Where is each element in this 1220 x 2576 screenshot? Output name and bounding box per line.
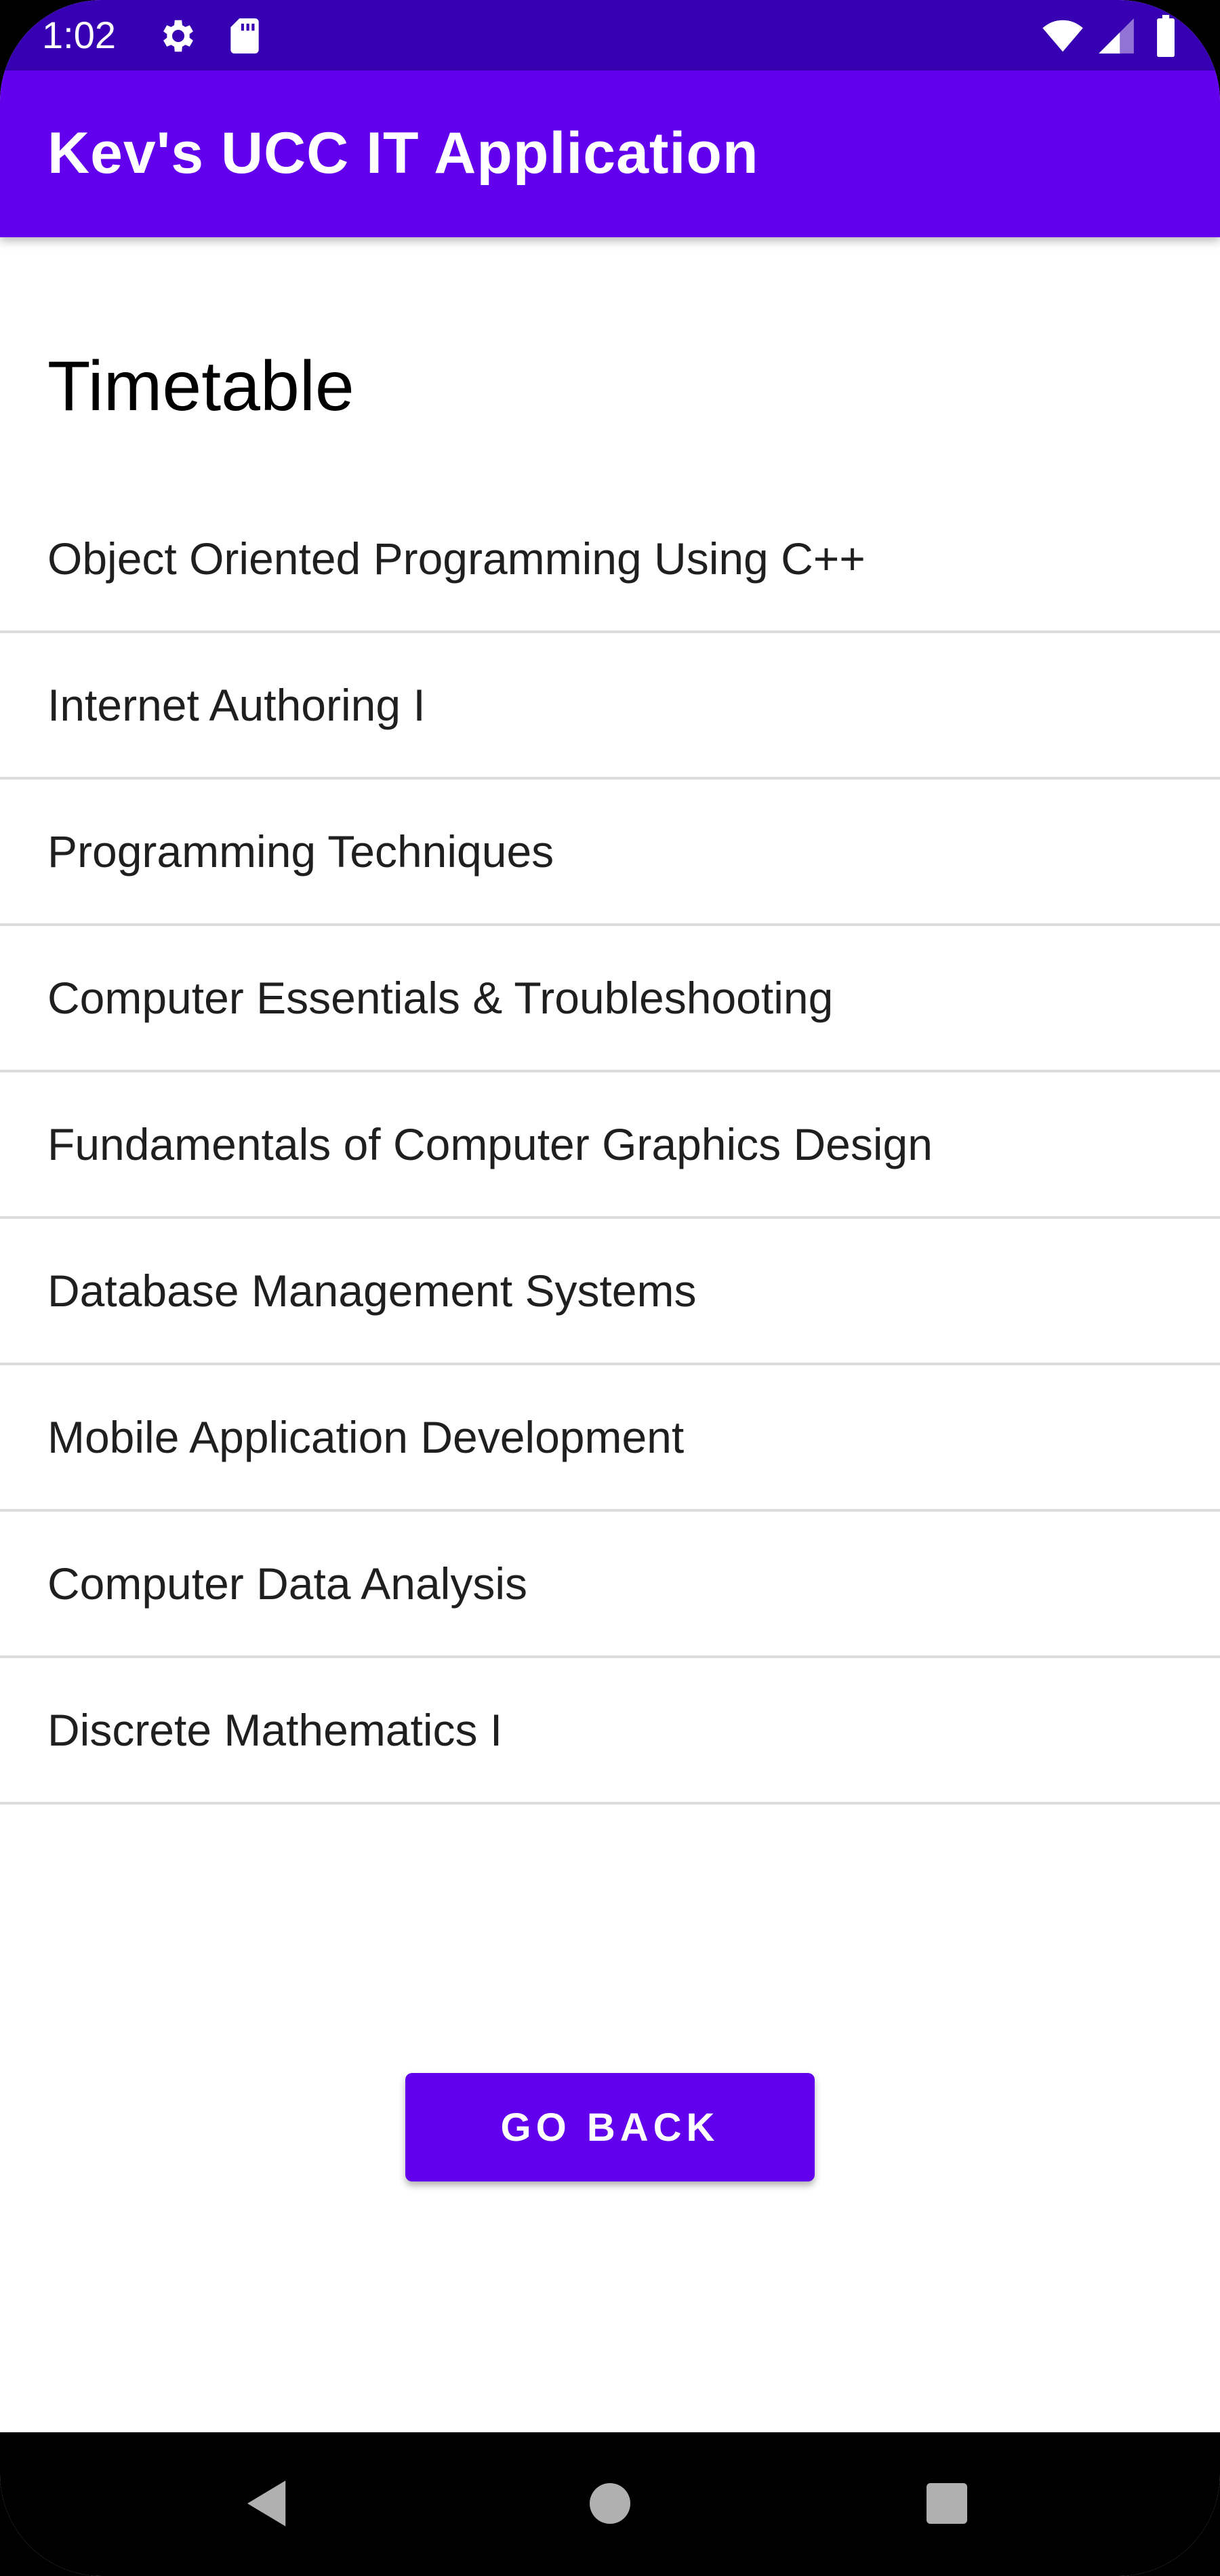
nav-bar (0, 2432, 1220, 2576)
back-icon[interactable] (237, 2473, 298, 2534)
app-title: Kev's UCC IT Application (47, 121, 759, 186)
battery-icon (1152, 15, 1179, 57)
course-item-computer-essentials[interactable]: Computer Essentials & Troubleshooting (0, 926, 1220, 1072)
course-item-internet-authoring[interactable]: Internet Authoring I (0, 633, 1220, 780)
signal-icon (1095, 15, 1137, 57)
go-back-button[interactable]: GO BACK (405, 2073, 815, 2181)
course-item-mobile-app-dev[interactable]: Mobile Application Development (0, 1365, 1220, 1512)
course-list: Object Oriented Programming Using C++ In… (0, 487, 1220, 1805)
page-title: Timetable (47, 347, 354, 426)
course-item-graphics-design[interactable]: Fundamentals of Computer Graphics Design (0, 1072, 1220, 1219)
status-bar: 1:02 (0, 0, 1220, 71)
course-item-data-analysis[interactable]: Computer Data Analysis (0, 1512, 1220, 1658)
course-item-discrete-math[interactable]: Discrete Mathematics I (0, 1658, 1220, 1805)
home-icon[interactable] (580, 2473, 640, 2534)
course-item-programming-techniques[interactable]: Programming Techniques (0, 780, 1220, 926)
wifi-icon (1037, 15, 1089, 57)
app-bar: Kev's UCC IT Application (0, 71, 1220, 237)
gear-icon (157, 15, 199, 57)
recents-icon[interactable] (916, 2473, 977, 2534)
course-item-oop-cpp[interactable]: Object Oriented Programming Using C++ (0, 487, 1220, 633)
status-time: 1:02 (42, 14, 116, 56)
course-item-database-management[interactable]: Database Management Systems (0, 1219, 1220, 1365)
sd-card-icon (224, 15, 266, 57)
